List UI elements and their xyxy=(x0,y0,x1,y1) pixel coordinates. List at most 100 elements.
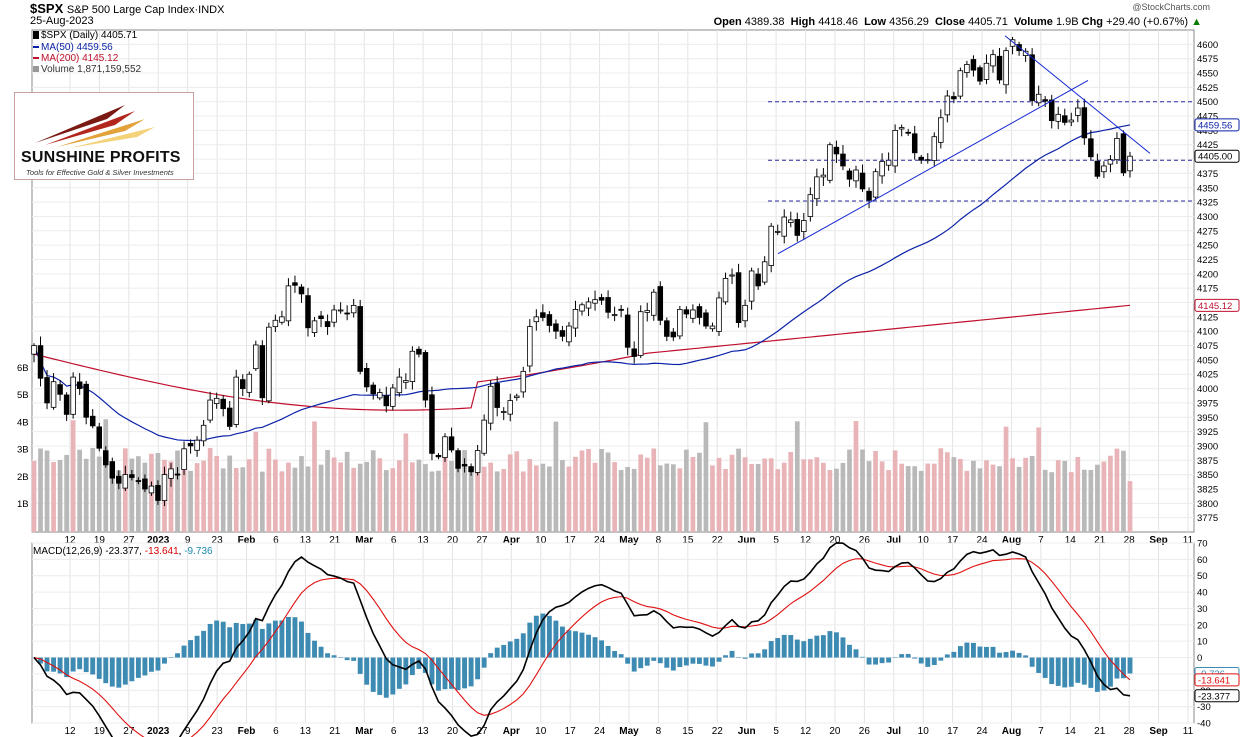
volume-bar xyxy=(51,461,56,532)
candle xyxy=(709,325,716,330)
volume-bar xyxy=(364,461,370,532)
candle xyxy=(527,326,533,367)
volume-bar xyxy=(449,460,454,532)
macd-histogram-bar xyxy=(1107,657,1113,687)
ma200-value-tag: 4145.12 xyxy=(1194,298,1240,312)
volume-bar xyxy=(892,450,898,532)
candle xyxy=(696,306,703,318)
candle xyxy=(337,309,344,312)
volume-bar xyxy=(866,461,872,532)
y-tick-label: 4250 xyxy=(1197,241,1218,252)
y-tick-label: 3925 xyxy=(1197,427,1218,438)
candle xyxy=(1081,107,1088,139)
volume-bar xyxy=(925,463,931,532)
candle xyxy=(142,478,148,490)
y-tick-label: 4200 xyxy=(1197,269,1218,280)
volume-bar xyxy=(331,457,337,532)
volume-bar xyxy=(703,422,709,532)
y-tick-label: 4025 xyxy=(1197,370,1218,381)
macd-histogram-bar xyxy=(807,638,813,658)
macd-histogram-bar xyxy=(677,657,683,667)
candle xyxy=(442,436,448,458)
x-tick-label: Feb xyxy=(238,535,256,546)
macd-histogram-bar xyxy=(546,615,552,658)
volume-bar xyxy=(266,448,272,532)
candle xyxy=(892,129,898,167)
macd-histogram-bar xyxy=(122,657,128,685)
volume-bar xyxy=(716,457,722,532)
candle xyxy=(240,379,246,389)
volume-bar xyxy=(951,457,957,532)
candle xyxy=(1062,115,1068,123)
x-tick-label: 20 xyxy=(829,726,841,737)
x-tick-label: Mar xyxy=(355,535,373,546)
macd-histogram-bar xyxy=(918,657,924,664)
volume-bar xyxy=(807,459,813,532)
candle xyxy=(879,160,885,177)
volume-bar xyxy=(971,460,976,532)
candle xyxy=(624,314,631,348)
candle xyxy=(651,291,657,316)
legend-ma200: MA(200) 4145.12 xyxy=(33,54,118,64)
candle xyxy=(631,348,637,357)
macd-histogram-bar xyxy=(96,657,102,679)
volume-tick-label: 4B xyxy=(17,417,29,428)
candle xyxy=(938,117,944,143)
candle xyxy=(396,376,403,394)
macd-histogram-bar xyxy=(775,638,781,658)
candle xyxy=(435,455,442,458)
candle xyxy=(1114,138,1120,161)
candle xyxy=(618,308,624,311)
volume-bar xyxy=(533,465,539,532)
candle xyxy=(135,480,142,482)
x-tick-label: 9 xyxy=(185,535,191,546)
volume-bar xyxy=(116,470,122,532)
volume-bar xyxy=(1075,456,1081,532)
candle xyxy=(220,398,226,410)
macd-histogram-bar xyxy=(559,626,565,658)
y-tick-label: 4350 xyxy=(1197,183,1218,194)
candle xyxy=(377,392,383,399)
x-tick-label: 20 xyxy=(447,726,459,737)
volume-bar xyxy=(31,460,37,532)
macd-histogram-bar xyxy=(625,657,631,664)
x-tick-label: Aug xyxy=(1002,726,1021,737)
candle xyxy=(1088,138,1094,158)
y-tick-label: 4500 xyxy=(1197,97,1218,108)
volume-bar xyxy=(1003,426,1009,532)
macd-histogram-bar xyxy=(586,634,591,658)
candle xyxy=(70,376,76,415)
candle xyxy=(161,474,168,501)
volume-bar xyxy=(312,421,317,532)
macd-histogram-bar xyxy=(866,657,872,665)
x-tick-label: 6 xyxy=(391,726,397,737)
volume-bar xyxy=(253,431,259,532)
volume-bar xyxy=(64,454,69,532)
candle xyxy=(1055,113,1061,122)
candle xyxy=(559,330,566,337)
volume-bar xyxy=(286,462,291,532)
macd-signal-tag: -13.641 xyxy=(1194,673,1240,687)
candle xyxy=(63,394,70,415)
macd-histogram-bar xyxy=(501,644,507,658)
macd-histogram-bar xyxy=(403,657,409,685)
legend-price: $SPX (Daily) 4405.71 xyxy=(33,31,137,41)
macd-histogram-bar xyxy=(481,657,487,668)
x-tick-label: 10 xyxy=(535,535,547,546)
x-tick-label: 28 xyxy=(1124,535,1136,546)
candle xyxy=(1094,160,1101,177)
macd-histogram-bar xyxy=(1023,655,1029,658)
macd-histogram-bar xyxy=(749,653,755,658)
volume-bar xyxy=(873,451,878,532)
x-tick-label: 27 xyxy=(123,726,135,737)
macd-histogram-bar xyxy=(1029,657,1035,667)
x-tick-label: 26 xyxy=(859,535,871,546)
macd-histogram-bar xyxy=(1016,652,1022,658)
volume-bar xyxy=(181,454,187,532)
candle xyxy=(1127,155,1133,172)
volume-bar xyxy=(227,455,233,532)
macd-histogram-bar xyxy=(755,653,761,658)
macd-histogram-bar xyxy=(723,655,728,658)
candle xyxy=(931,136,938,162)
x-tick-label: 12 xyxy=(800,726,812,737)
